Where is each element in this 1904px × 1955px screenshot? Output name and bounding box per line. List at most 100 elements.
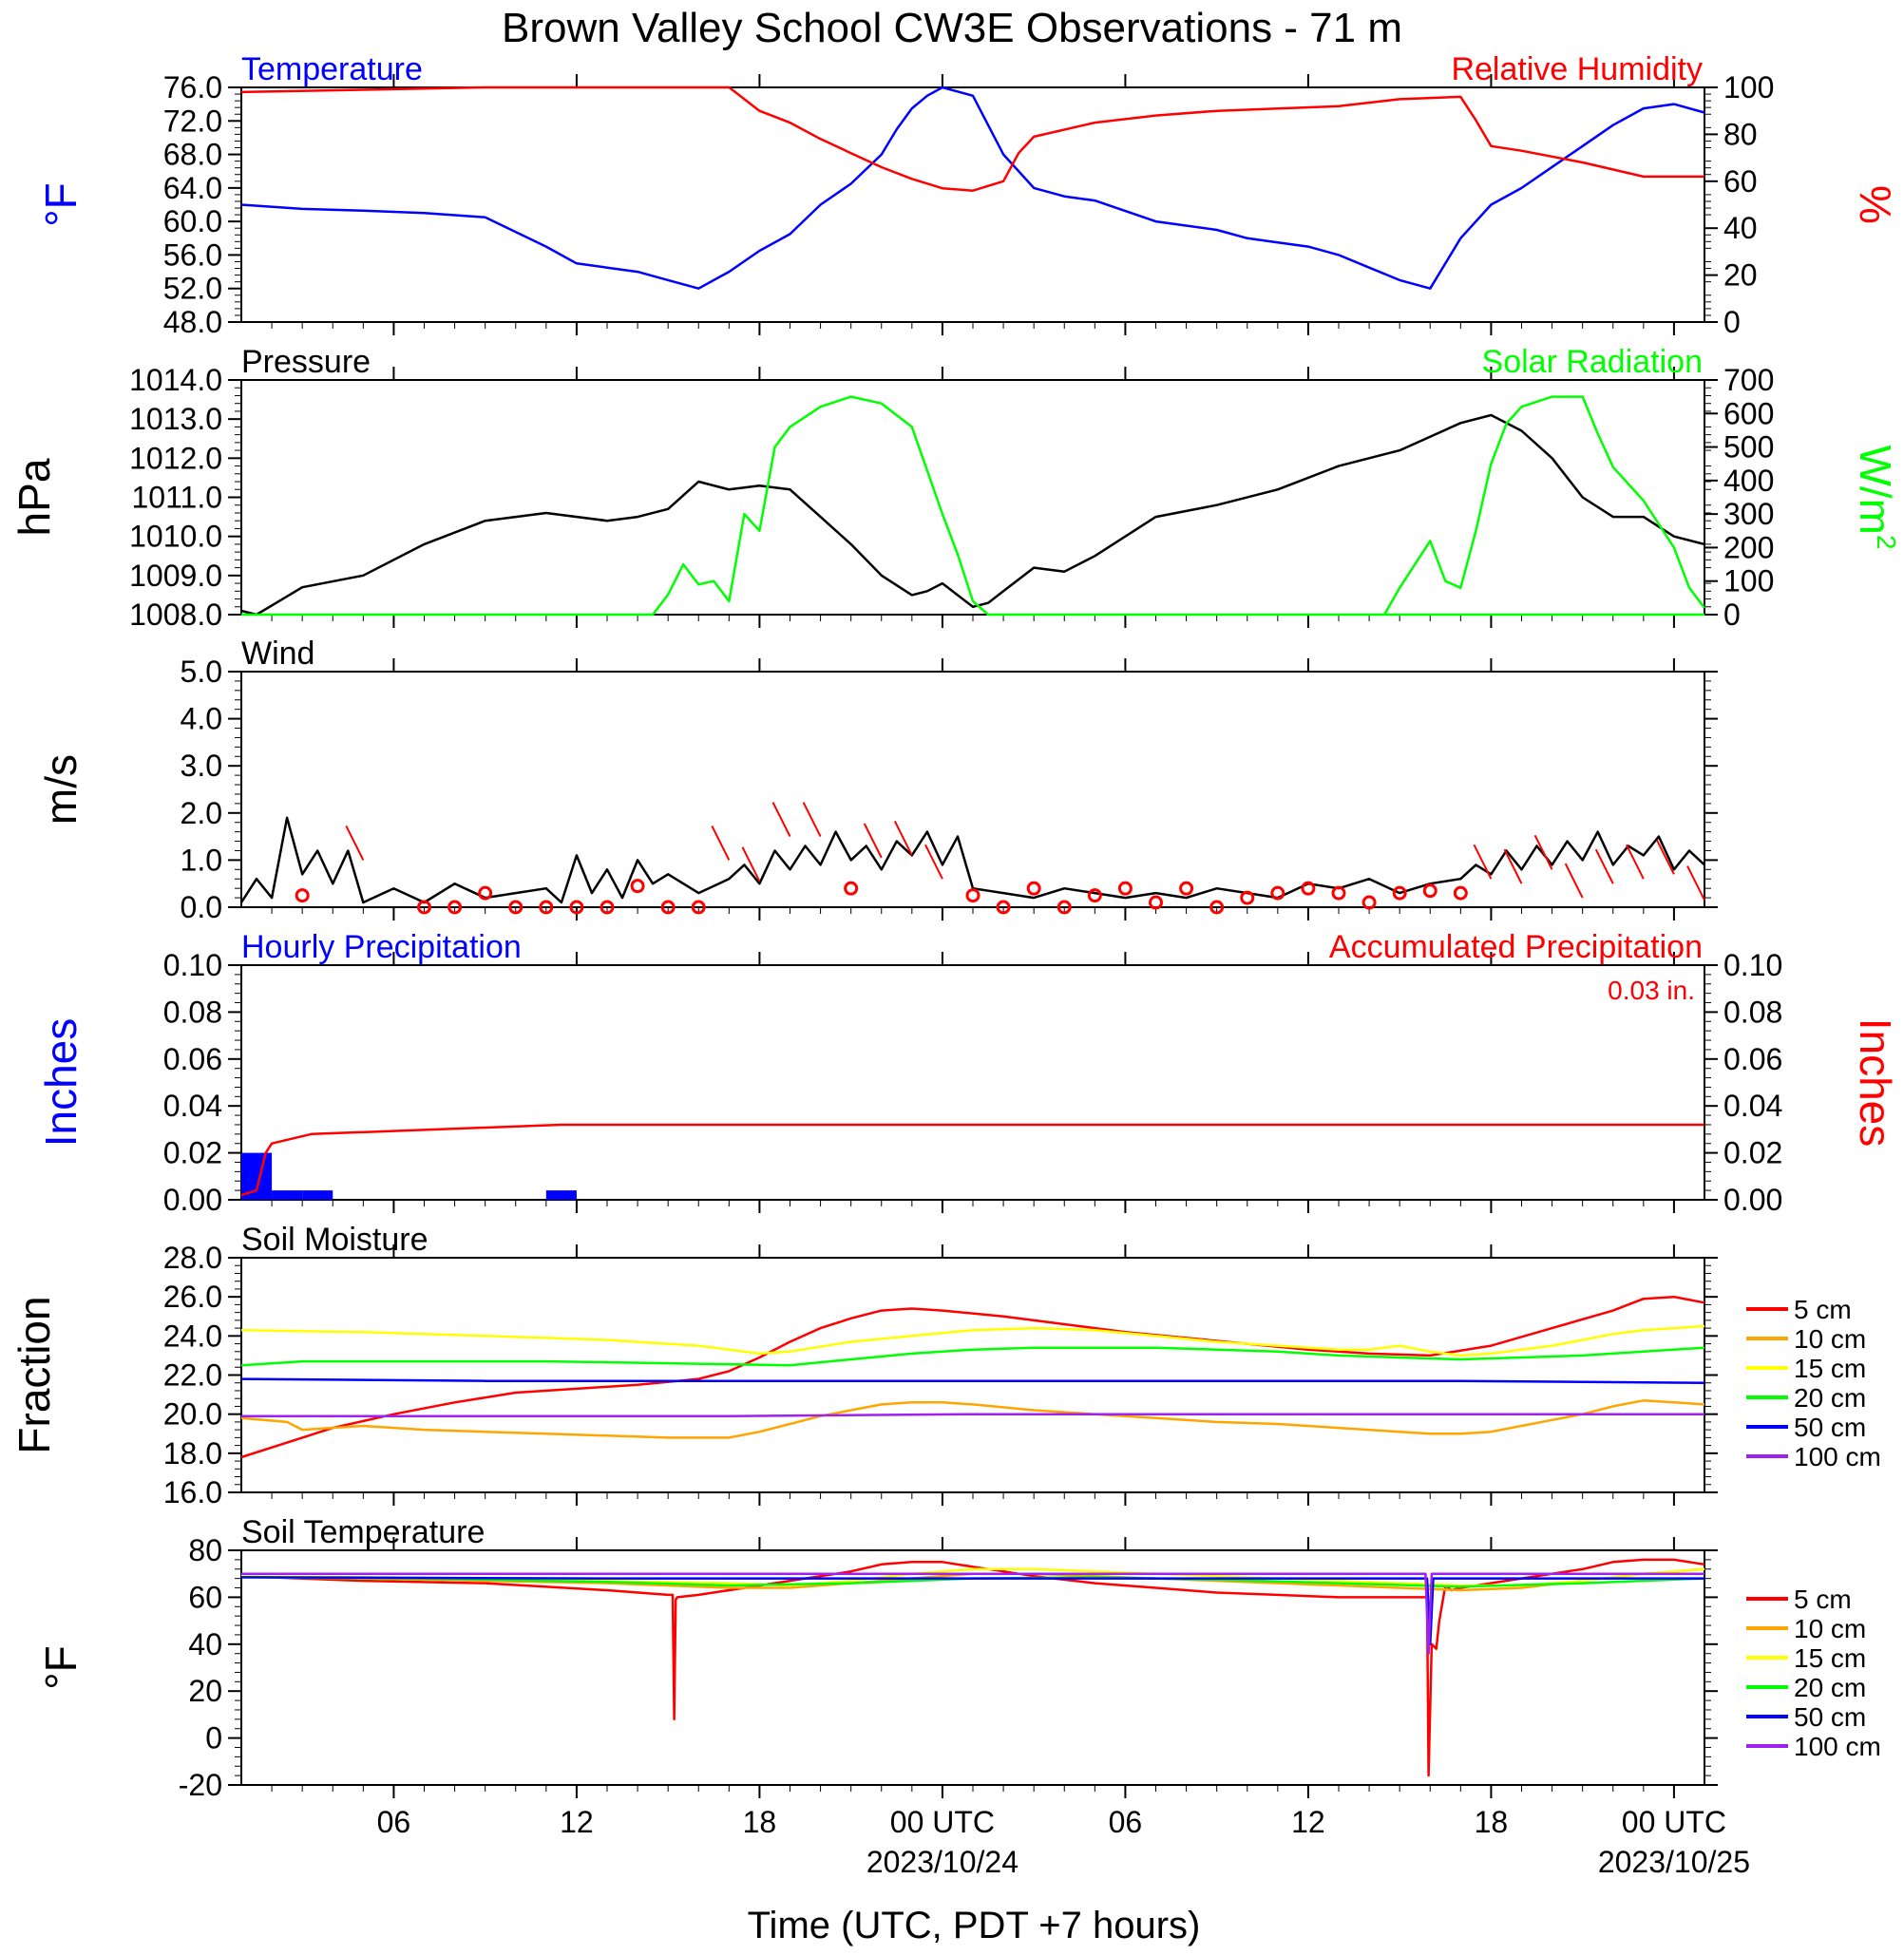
y-tick-label-left: 26.0 bbox=[163, 1280, 222, 1314]
wind-calm-marker bbox=[660, 900, 676, 915]
wind-barb bbox=[1473, 844, 1493, 880]
y-tick-label-left: 0.02 bbox=[163, 1136, 222, 1170]
wind-calm-marker bbox=[417, 900, 431, 915]
precip-bar bbox=[302, 1190, 333, 1200]
wind-calm-marker bbox=[1453, 885, 1468, 901]
wind-calm-marker bbox=[508, 900, 524, 915]
series-line-5-cm bbox=[240, 1295, 1705, 1459]
y-tick-label-right: 600 bbox=[1723, 396, 1774, 430]
series-line-pressure bbox=[240, 413, 1705, 617]
y-tick-label-left: 22.0 bbox=[163, 1358, 222, 1393]
panel-1: 1014.0 1013.0 1012.0 1011.0 1010.0 1009.0 1008… bbox=[10, 344, 1901, 632]
panel-title-right: Solar Radiation bbox=[1482, 344, 1703, 380]
wind-calm-marker bbox=[569, 900, 584, 915]
y-tick-label-right: 100 bbox=[1723, 70, 1774, 104]
wind-calm-marker bbox=[1361, 895, 1377, 910]
wind-barb bbox=[1625, 844, 1645, 880]
wind-calm-marker bbox=[965, 888, 981, 903]
y-tick-label-left: 60 bbox=[188, 1580, 222, 1614]
plot-frame bbox=[240, 964, 1705, 1201]
y-tick-label-left: 40 bbox=[188, 1627, 222, 1661]
y-tick-label-right: 0.02 bbox=[1723, 1136, 1782, 1170]
y-tick-label-left: 72.0 bbox=[163, 104, 222, 138]
y-tick-label-left: 1011.0 bbox=[132, 481, 223, 515]
legend-label: 10 cm bbox=[1794, 1614, 1866, 1643]
wind-calm-marker bbox=[996, 900, 1011, 915]
y-tick-label-left: 1.0 bbox=[181, 843, 222, 877]
y-tick-label-left: 64.0 bbox=[163, 171, 222, 205]
y-tick-label-left: 1014.0 bbox=[129, 363, 222, 397]
y-tick-label-left: 28.0 bbox=[163, 1241, 222, 1275]
panel-3: 0.10 0.08 0.06 0.04 0.02 0.00 0.10 0.08 0.06 0.04… bbox=[36, 929, 1900, 1217]
y-tick-label-left: 3.0 bbox=[181, 749, 222, 783]
legend-label: 5 cm bbox=[1794, 1585, 1852, 1614]
y-tick-label-right: 0.08 bbox=[1723, 995, 1782, 1029]
y-axis-label-left: Inches bbox=[36, 1018, 86, 1148]
y-axis-label-left: Fraction bbox=[10, 1296, 59, 1453]
y-tick-label-right: 40 bbox=[1723, 211, 1758, 245]
series-line-100-cm bbox=[241, 1572, 1704, 1655]
wind-calm-marker bbox=[1270, 885, 1285, 901]
y-tick-label-right: 500 bbox=[1723, 430, 1774, 465]
y-tick-label-right: 0.04 bbox=[1723, 1089, 1782, 1123]
plot-frame bbox=[240, 86, 1705, 323]
legend-label: 50 cm bbox=[1794, 1413, 1866, 1442]
legend-label: 50 cm bbox=[1794, 1702, 1866, 1732]
y-tick-label-right: 0.00 bbox=[1723, 1183, 1782, 1217]
y-axis-label-right: W/m2 bbox=[1851, 445, 1901, 549]
series-line-20-cm bbox=[240, 1346, 1705, 1367]
wind-barb bbox=[741, 846, 761, 883]
y-tick-label-left: 16.0 bbox=[163, 1475, 222, 1509]
y-axis-label-right-sup: 2 bbox=[1872, 535, 1901, 550]
y-tick-label-right: 60 bbox=[1723, 164, 1758, 199]
x-tick-label: 06 bbox=[377, 1805, 411, 1839]
wind-barb bbox=[345, 825, 365, 861]
wind-calm-marker bbox=[1087, 888, 1102, 903]
panel-title-left: Wind bbox=[241, 636, 314, 672]
x-tick-label: 12 bbox=[1291, 1805, 1325, 1839]
series-line-15-cm bbox=[240, 1324, 1705, 1357]
accumulated-total: 0.03 in. bbox=[1608, 976, 1695, 1005]
panel-2: 5.0 4.0 3.0 2.0 1.0 0.0 Wind m/s bbox=[36, 636, 1718, 924]
panel-title-left: Temperature bbox=[241, 51, 423, 87]
series-line-relative-humidity bbox=[240, 85, 1704, 192]
legend-label: 10 cm bbox=[1794, 1324, 1866, 1354]
x-tick-date-label: 2023/10/25 bbox=[1598, 1845, 1750, 1879]
wind-calm-marker bbox=[1117, 881, 1133, 896]
panel-title-left: Hourly Precipitation bbox=[241, 929, 522, 965]
y-axis-label-left: hPa bbox=[10, 458, 59, 536]
panel-title-left: Soil Temperature bbox=[241, 1514, 485, 1550]
y-tick-label-left: 0 bbox=[205, 1721, 222, 1756]
wind-calm-marker bbox=[1209, 900, 1225, 915]
y-axis-label-left: °F bbox=[36, 182, 86, 227]
panel-title-left: Pressure bbox=[241, 344, 371, 380]
x-tick-label: 18 bbox=[1475, 1805, 1509, 1839]
panel-4: 28.0 26.0 24.0 22.0 20.0 18.0 16.0 Soil Moistur… bbox=[10, 1222, 1881, 1509]
wind-barb bbox=[1503, 848, 1523, 884]
y-tick-label-left: 52.0 bbox=[163, 272, 222, 306]
wind-calm-marker bbox=[1026, 881, 1041, 896]
wind-barb bbox=[1686, 865, 1705, 902]
x-tick-label: 00 UTC bbox=[890, 1805, 995, 1839]
y-axis-label-right: % bbox=[1851, 185, 1900, 224]
series-line-50-cm bbox=[240, 1377, 1705, 1384]
y-tick-label-left: 1013.0 bbox=[129, 402, 222, 436]
wind-barb bbox=[1533, 834, 1553, 870]
wind-barb bbox=[1594, 848, 1614, 884]
y-tick-label-right: 20 bbox=[1723, 258, 1758, 293]
series-line-temperature bbox=[240, 85, 1705, 290]
chart-panels: 76.072.068.064.060.056.052.048.0 100 80 60 4… bbox=[10, 51, 1901, 1879]
y-tick-label-left: 4.0 bbox=[181, 702, 222, 736]
wind-calm-marker bbox=[1422, 883, 1438, 899]
y-tick-label-left: 20.0 bbox=[163, 1397, 222, 1432]
wind-barb bbox=[893, 820, 913, 856]
y-tick-label-left: 20 bbox=[188, 1674, 222, 1708]
y-tick-label-left: 0.00 bbox=[163, 1183, 222, 1217]
precip-bar bbox=[545, 1190, 577, 1200]
wind-calm-marker bbox=[691, 900, 706, 915]
legend-label: 100 cm bbox=[1794, 1442, 1881, 1471]
series-line-100-cm bbox=[241, 1413, 1704, 1417]
y-tick-label-right: 0.10 bbox=[1723, 948, 1782, 982]
panel-title-left: Soil Moisture bbox=[241, 1222, 428, 1258]
